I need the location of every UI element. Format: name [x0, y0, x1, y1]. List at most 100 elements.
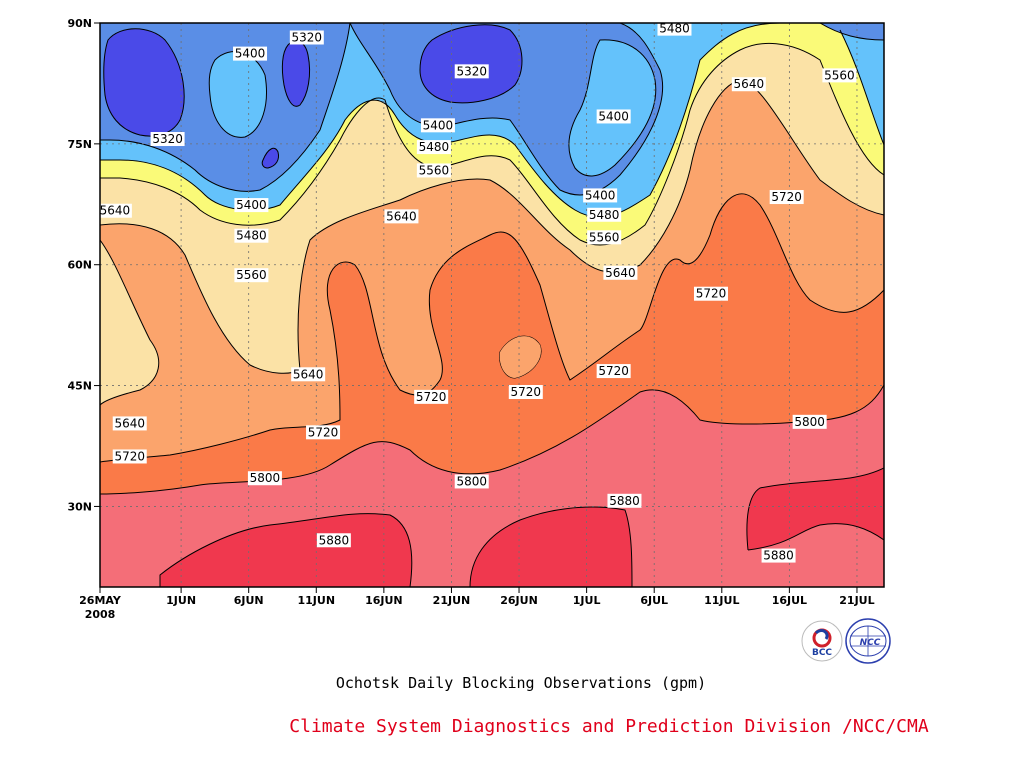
contour-label-text: 5720	[771, 190, 802, 204]
contour-label: 5800	[792, 414, 827, 429]
fill-above-5880-b	[470, 507, 632, 587]
contour-label: 5320	[150, 132, 185, 147]
contour-label: 5480	[234, 228, 269, 243]
contour-label-text: 5720	[416, 390, 447, 404]
contour-label-bg	[792, 414, 827, 429]
contour-label: 5560	[416, 163, 451, 178]
contour-label: 5560	[587, 230, 622, 245]
y-tick-label: 45N	[67, 380, 92, 393]
contour-label-bg	[414, 389, 449, 404]
x-tick-label: 16JUL	[772, 594, 807, 607]
contour-label-bg	[97, 203, 132, 218]
x-tick-label: 26MAY	[79, 594, 122, 607]
fill-5640-patch-26jun	[499, 336, 541, 378]
fill-above-5880-a	[160, 513, 412, 587]
contour-label-bg	[289, 30, 324, 45]
x-tick-label: 21JUL	[839, 594, 874, 607]
contour-label-bg	[587, 207, 622, 222]
contour-label-text: 5640	[734, 77, 765, 91]
contour-label: 5880	[761, 548, 796, 563]
contour-label-bg	[306, 425, 341, 440]
contour-label: 5640	[603, 265, 638, 280]
contour-label: 5640	[112, 416, 147, 431]
fill-below-5320-a	[103, 28, 185, 137]
contour-label-text: 5720	[511, 385, 542, 399]
plot-frame	[99, 22, 885, 588]
x-year-label: 2008	[85, 608, 116, 621]
contour-label: 5640	[731, 77, 766, 92]
contour-label: 5720	[693, 286, 728, 301]
contour-label: 5320	[454, 64, 489, 79]
contour-label-text: 5640	[386, 209, 417, 223]
contour-label: 5800	[454, 474, 489, 489]
fill-below-5320-d	[262, 148, 279, 168]
credit-line: Climate System Diagnostics and Predictio…	[289, 716, 929, 737]
contour-label-text: 5320	[456, 64, 487, 78]
x-tick-label: 11JUN	[298, 594, 336, 607]
contour-label-text: 5320	[152, 132, 183, 146]
x-tick-label: 6JUN	[234, 594, 264, 607]
contour-label-bg	[416, 140, 451, 155]
ncc-logo-text: NCC	[860, 638, 881, 648]
contour-label-text: 5640	[605, 266, 636, 280]
contour-label: 5400	[233, 46, 268, 61]
contour-label-text: 5480	[236, 229, 267, 243]
x-tick-label: 26JUN	[500, 594, 538, 607]
y-tick-label: 60N	[67, 259, 92, 272]
contour-label-text: 5560	[236, 268, 267, 282]
contour-label-bg	[420, 118, 455, 133]
contour-label-text: 5400	[585, 188, 616, 202]
contour-label: 5480	[587, 207, 622, 222]
contour-label-bg	[150, 132, 185, 147]
contour-label-bg	[761, 548, 796, 563]
contour-label-bg	[596, 364, 631, 379]
contour-label-bg	[384, 209, 419, 224]
contour-label-bg	[234, 228, 269, 243]
x-tick-label: 1JUN	[166, 594, 196, 607]
contour-label-text: 5800	[250, 471, 281, 485]
contour-label-text: 5400	[423, 118, 454, 132]
contour-label-text: 5640	[293, 367, 324, 381]
contour-label-text: 5720	[308, 425, 339, 439]
contour-label: 5720	[414, 389, 449, 404]
contour-label: 5480	[657, 21, 692, 36]
ncc-logo: NCC	[845, 618, 891, 664]
contour-label-bg	[769, 190, 804, 205]
contour-label-text: 5400	[236, 198, 267, 212]
contour-label-text: 5480	[659, 22, 690, 36]
y-tick-label: 30N	[67, 500, 92, 513]
contour-label: 5640	[97, 203, 132, 218]
bcc-logo: BCC	[801, 620, 843, 662]
contour-label: 5720	[306, 425, 341, 440]
contour-label: 5720	[112, 449, 147, 464]
contour-label-text: 5720	[598, 364, 629, 378]
contour-label-bg	[454, 64, 489, 79]
contour-label-text: 5400	[598, 109, 629, 123]
y-axis: 30N 45N 60N 75N 90N	[67, 17, 100, 513]
contour-label-text: 5720	[114, 449, 145, 463]
contour-label: 5560	[822, 68, 857, 83]
contour-label-bg	[587, 230, 622, 245]
contour-label-bg	[596, 109, 631, 124]
contour-label-text: 5480	[419, 140, 450, 154]
contour-label: 5640	[291, 367, 326, 382]
contour-label-bg	[247, 471, 282, 486]
x-axis: 26MAY 1JUN 6JUN 11JUN 16JUN 21JUN 26JUN 1JUL 6JU…	[79, 587, 875, 607]
fill-below-5320-c	[420, 24, 522, 103]
bcc-logo-text: BCC	[812, 648, 832, 658]
contour-label-text: 5480	[589, 208, 620, 222]
grid-lines	[100, 23, 884, 587]
fill-5400-patch-a	[209, 51, 267, 138]
contour-label-bg	[234, 198, 269, 213]
y-tick-label: 75N	[67, 138, 92, 151]
contour-label-text: 5560	[419, 163, 450, 177]
contour-label-text: 5400	[235, 47, 266, 61]
contour-label: 5720	[769, 190, 804, 205]
contour-label: 5800	[247, 471, 282, 486]
contour-label-text: 5560	[824, 68, 855, 82]
contour-label-bg	[316, 533, 351, 548]
x-tick-label: 16JUN	[365, 594, 403, 607]
contour-label-bg	[291, 367, 326, 382]
